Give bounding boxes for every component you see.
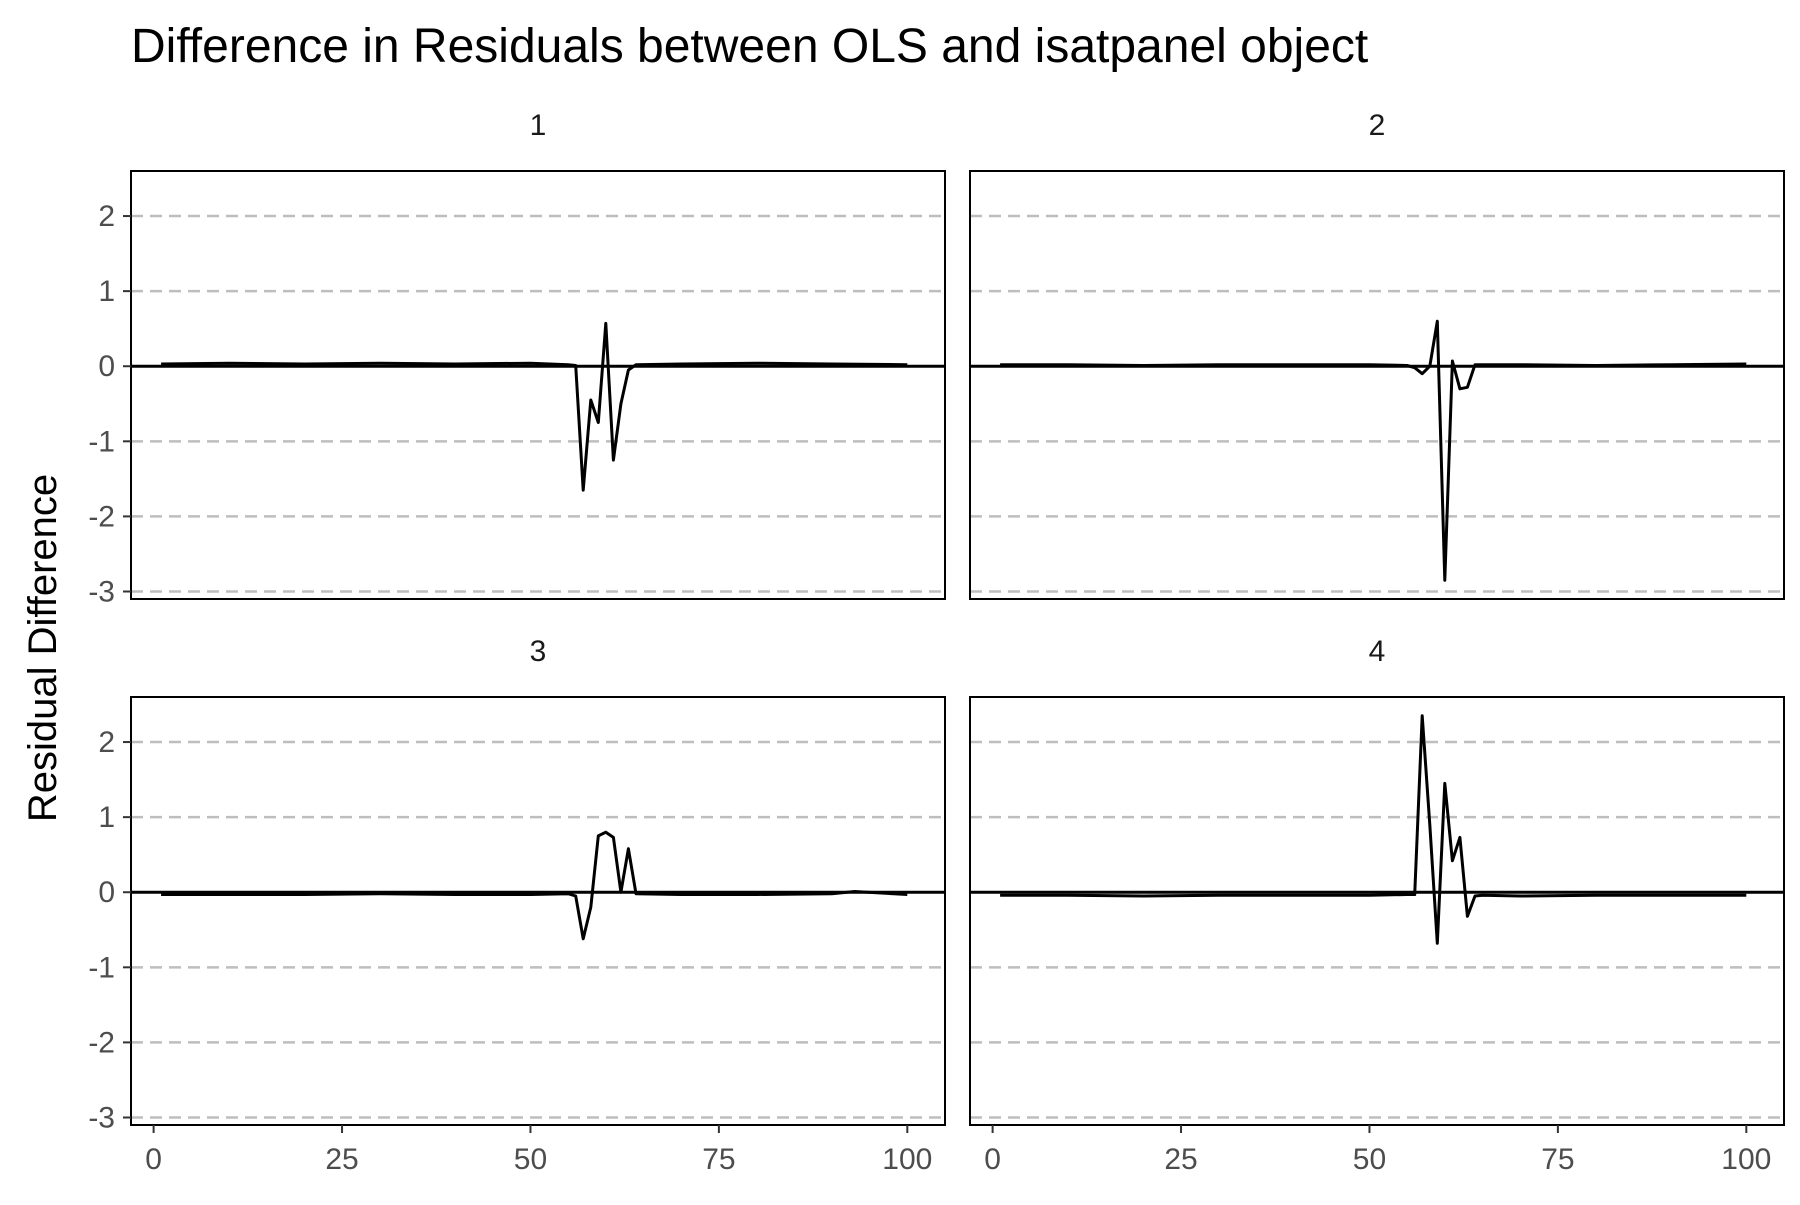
panel-1: 1 2 1 0 -1 -2 -3 [88, 109, 946, 608]
y-tick-label: -3 [88, 1101, 115, 1134]
y-tick-label: 2 [98, 200, 115, 233]
x-tick-label: 0 [984, 1143, 1001, 1176]
panel-border [130, 170, 946, 600]
panel-border [969, 696, 1785, 1126]
x-tick-label: 0 [145, 1143, 162, 1176]
y-tick-label: -3 [88, 575, 115, 608]
y-tick-label: 2 [98, 726, 115, 759]
panels-group: 1 2 1 0 -1 -2 -3 2 3 2 1 0 -1 -2 -3 0 25 50 75 100 4 0 25 50 75 1… [88, 109, 1785, 1176]
panel-background [131, 697, 945, 1125]
series-line [1000, 714, 1747, 945]
x-tick-label: 25 [1164, 1143, 1197, 1176]
y-tick-label: 1 [98, 275, 115, 308]
x-tick-label: 100 [1721, 1143, 1771, 1176]
panel-label: 3 [530, 635, 547, 668]
series-line [161, 830, 908, 941]
x-tick-label: 50 [514, 1143, 547, 1176]
series-line [1000, 319, 1747, 582]
panel-label: 2 [1369, 109, 1386, 142]
panel-background [970, 697, 1784, 1125]
chart-title: Difference in Residuals between OLS and … [131, 20, 1368, 73]
y-axis-label: Residual Difference [21, 474, 65, 822]
y-tick-label: -1 [88, 425, 115, 458]
panel-4: 4 0 25 50 75 100 [969, 635, 1785, 1176]
x-tick-label: 25 [325, 1143, 358, 1176]
panel-border [969, 170, 1785, 600]
panel-background [970, 171, 1784, 599]
x-tick-label: 75 [1541, 1143, 1574, 1176]
x-tick-label: 50 [1353, 1143, 1386, 1176]
y-tick-label: 0 [98, 350, 115, 383]
panel-label: 1 [530, 109, 547, 142]
panel-label: 4 [1369, 635, 1386, 668]
panel-2: 2 [969, 109, 1785, 600]
y-tick-label: -2 [88, 500, 115, 533]
series-line [161, 321, 908, 492]
panel-background [131, 171, 945, 599]
x-tick-label: 75 [702, 1143, 735, 1176]
y-tick-label: -1 [88, 951, 115, 984]
y-tick-label: 0 [98, 876, 115, 909]
x-tick-label: 100 [882, 1143, 932, 1176]
panel-3: 3 2 1 0 -1 -2 -3 0 25 50 75 100 [88, 635, 946, 1176]
y-tick-label: 1 [98, 801, 115, 834]
panel-border [130, 696, 946, 1126]
y-tick-label: -2 [88, 1026, 115, 1059]
